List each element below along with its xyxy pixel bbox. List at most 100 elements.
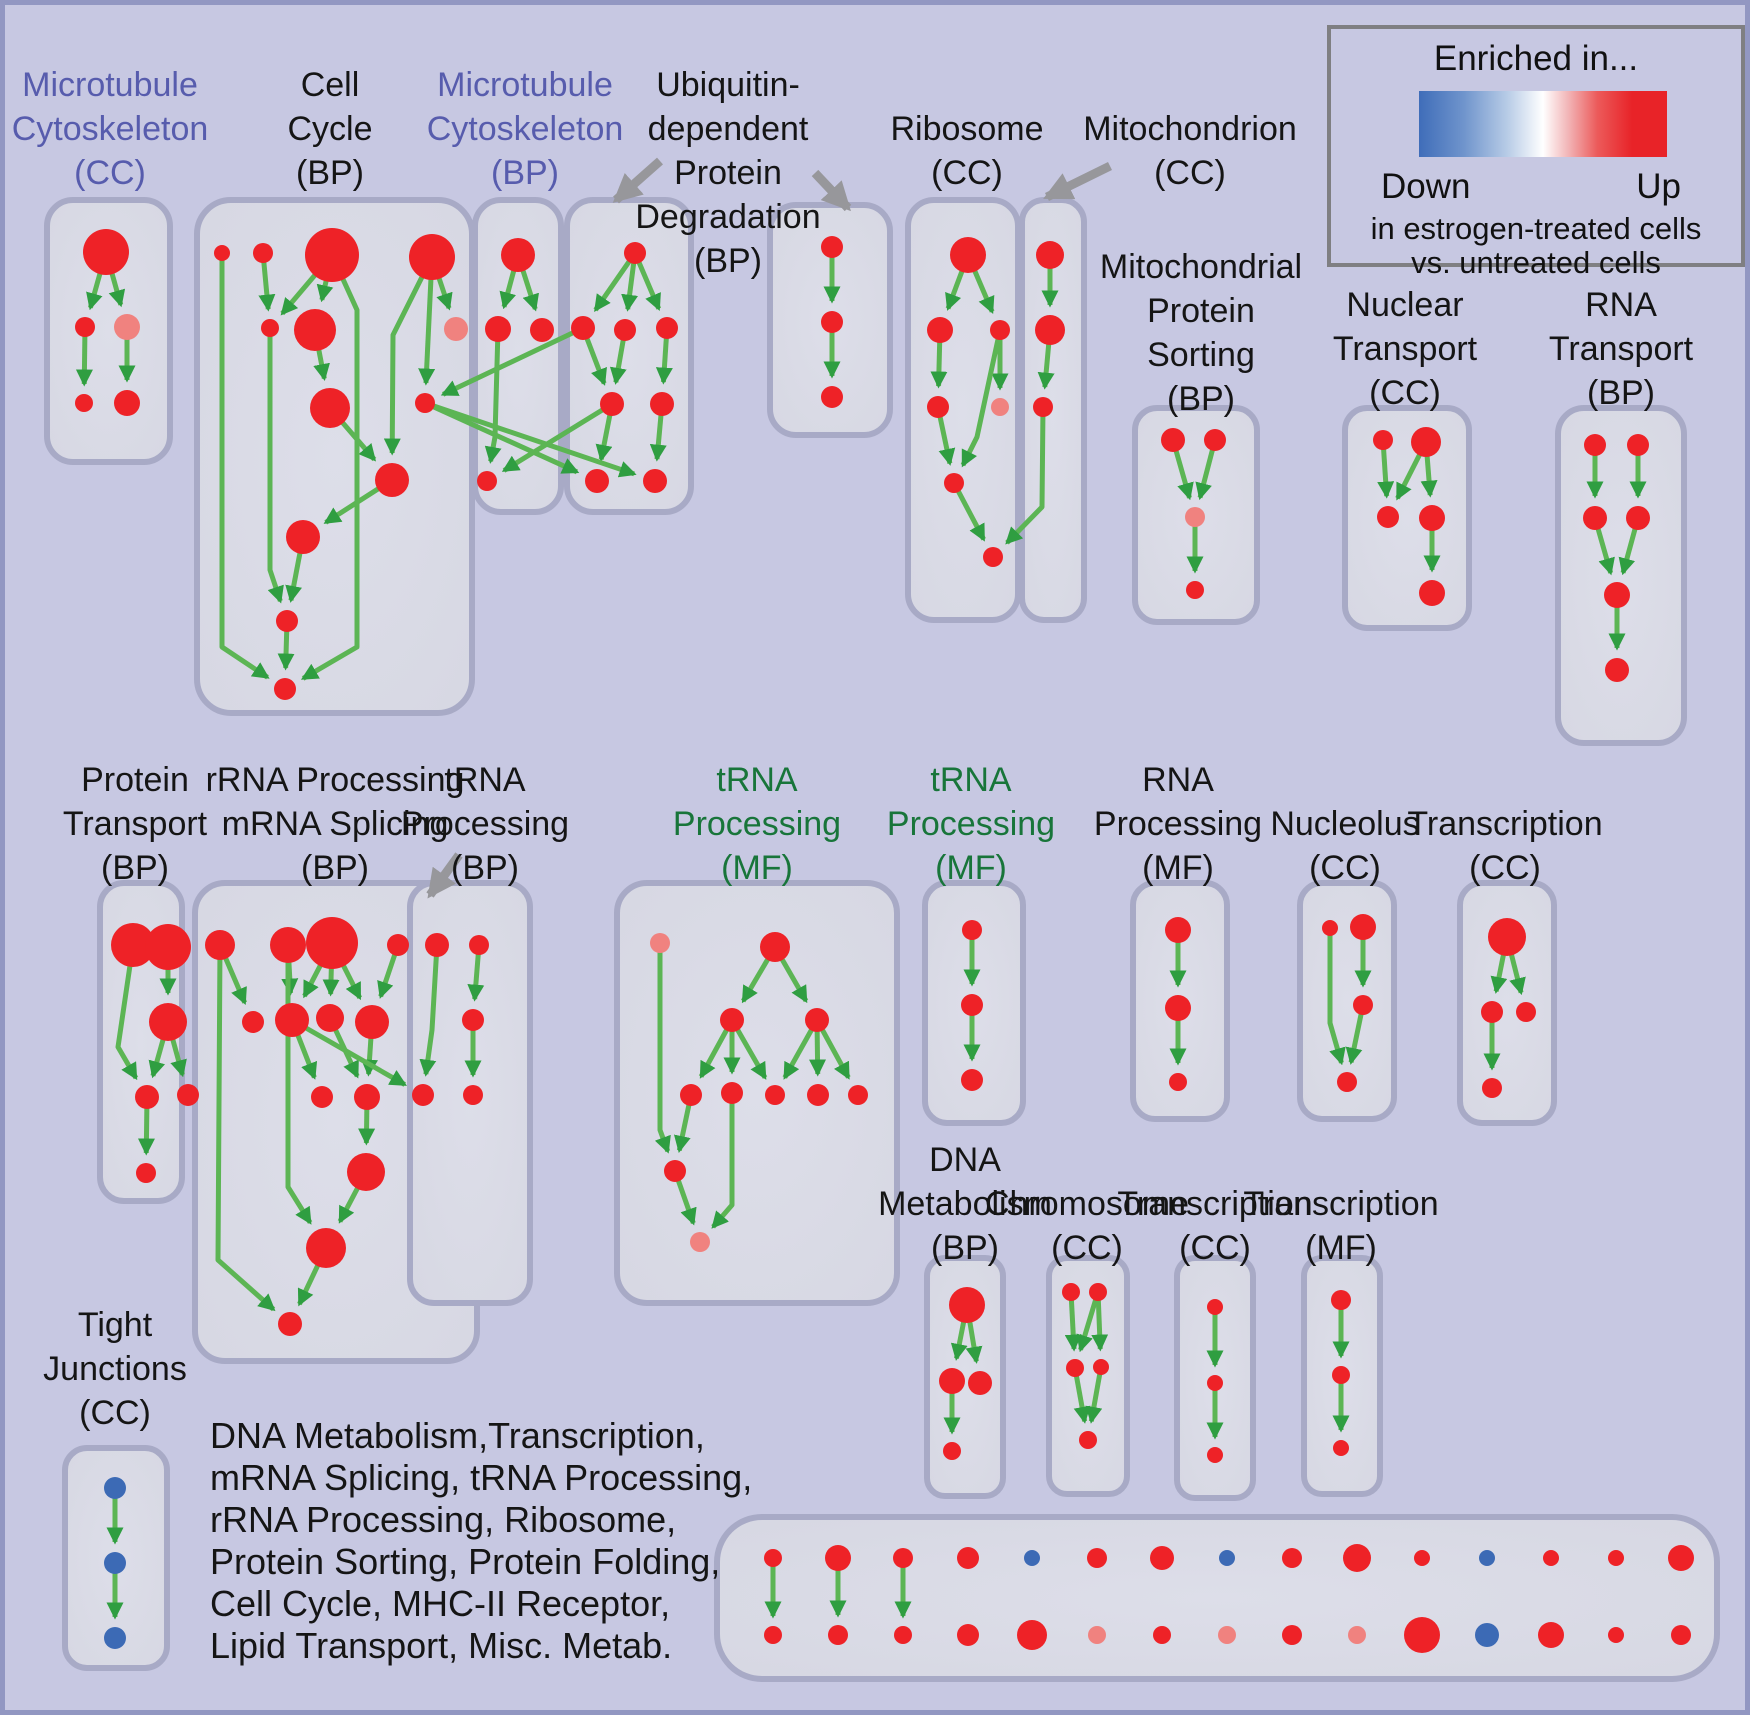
label-ribosome-cc: Ribosome (CC) [890,110,1044,192]
legend-title: Enriched in... [1433,39,1639,78]
label-trna-processing-bp: tRNA Processing (BP) [400,761,570,887]
go-term-node-pink [991,398,1009,416]
edge [267,328,284,604]
edge [215,944,276,1312]
label-microtubule-cytoskeleton-bp: Microtubule Cytoskeleton (BP) [426,66,624,192]
annotation-arrow [426,852,463,899]
box-dna-metabolism-bp [924,1255,1006,1499]
go-term-node-red [805,1008,829,1032]
go-term-node-pink [444,317,468,341]
go-term-node-red [1207,1375,1223,1391]
go-term-node-blue [1479,1550,1495,1566]
go-term-node-blue [104,1552,126,1574]
go-term-node-red [720,1008,744,1032]
go-term-node-red [600,392,624,416]
go-term-node-red [1169,1073,1187,1091]
go-term-node-red [643,469,667,493]
go-term-node-red [1333,1440,1349,1456]
edge [1005,406,1046,545]
go-term-node-pink [650,933,670,953]
go-term-node-red [1353,995,1373,1015]
go-term-node-red [462,1009,484,1031]
go-term-node-red [1035,315,1065,345]
go-term-node-red [135,1085,159,1109]
go-term-node-red [409,234,455,280]
label-chromosome-cc: Chromosome (CC) [984,1185,1190,1267]
edge [1327,928,1346,1066]
go-term-node-red [145,924,191,970]
go-term-node-red [943,1442,961,1460]
go-term-node-red [990,320,1010,340]
go-term-node-red [1584,434,1606,456]
go-term-node-red [278,1312,302,1336]
go-term-node-red [957,1624,979,1646]
edge [424,400,637,478]
legend-gradient-bar [1419,91,1667,157]
go-term-node-pink [1218,1626,1236,1644]
go-term-node-red [270,927,306,963]
go-term-node-red [387,934,409,956]
go-term-node-red [1626,506,1650,530]
go-term-node-red [1282,1625,1302,1645]
label-rna-transport-bp: RNA Transport (BP) [1548,286,1694,412]
edge [711,1093,735,1229]
go-term-node-red [927,317,953,343]
label-nuclear-transport-cc: Nuclear Transport (CC) [1332,286,1478,412]
box-nucleolus-cc [1297,880,1397,1122]
go-term-node-red [1516,1002,1536,1022]
go-term-node-red [136,1163,156,1183]
go-term-node-blue [1024,1550,1040,1566]
go-term-node-red [111,923,155,967]
go-term-node-red [1079,1431,1097,1449]
go-term-node-red [962,920,982,940]
annotation-arrow [1043,161,1112,202]
legend-down-label: Down [1381,167,1471,206]
edge [593,251,638,313]
go-term-node-red [347,1153,385,1191]
go-term-node-red [311,1086,333,1108]
go-term-node-red [957,1547,979,1569]
go-term-node-red [828,1625,848,1645]
go-term-node-red [650,392,674,416]
go-term-node-red [149,1003,187,1041]
go-term-node-red [825,1545,851,1571]
go-term-node-red [1062,1283,1080,1301]
go-term-node-red [286,520,320,554]
go-term-node-red [1343,1544,1371,1572]
go-term-node-red [501,238,535,272]
edge [1085,1366,1104,1424]
go-term-node-red [1204,429,1226,451]
go-term-node-red [1373,430,1393,450]
go-term-node-red [1605,658,1629,682]
legend: Enriched in... Down Up in estrogen-treat… [1327,25,1745,280]
go-term-node-blue [104,1477,126,1499]
go-term-node-blue [1219,1550,1235,1566]
go-term-node-red [530,318,554,342]
edge [219,253,270,680]
go-term-node-red [848,1085,868,1105]
go-term-node-red [375,463,409,497]
go-term-node-red [1165,917,1191,943]
go-term-node-red [821,386,843,408]
go-term-node-red [1608,1627,1624,1643]
label-microtubule-cytoskeleton-cc: Microtubule Cytoskeleton (CC) [11,66,209,192]
edge [960,329,1003,468]
go-term-node-red [1165,995,1191,1021]
go-term-node-red [1089,1283,1107,1301]
go-term-node-red [177,1084,199,1106]
go-term-node-red [821,236,843,258]
legend-subtitle-1: in estrogen-treated cells [1370,211,1702,246]
go-term-node-red [412,1084,434,1106]
go-term-node-red [571,316,595,340]
label-trna-processing-mf-1: tRNA Processing (MF) [672,761,842,887]
go-term-node-red [949,1287,985,1323]
go-term-node-red [305,228,359,282]
go-term-node-red [1066,1359,1084,1377]
go-term-node-red [75,394,93,412]
go-term-node-pink [1088,1626,1106,1644]
go-term-node-red [764,1549,782,1567]
go-term-node-red [306,1228,346,1268]
go-term-node-red [894,1626,912,1644]
go-term-node-red [354,1084,380,1110]
